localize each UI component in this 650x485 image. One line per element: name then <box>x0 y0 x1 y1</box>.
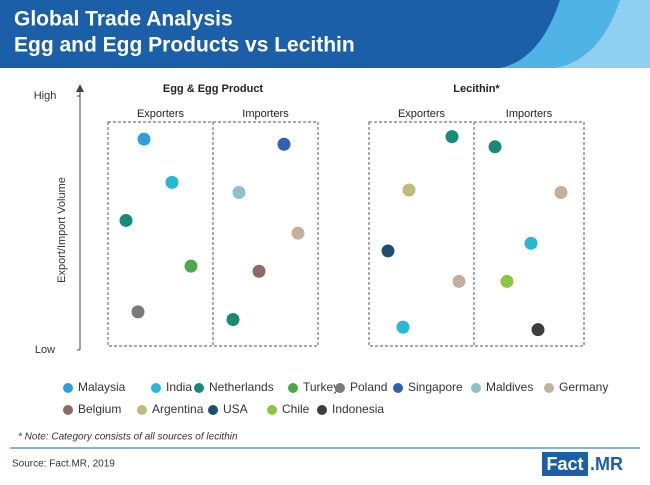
header-shape <box>555 0 650 68</box>
legend-swatch <box>471 383 481 393</box>
panel-box <box>368 121 585 347</box>
logo: Fact <box>546 454 583 474</box>
point <box>184 259 198 273</box>
group-label: Exporters <box>398 108 446 120</box>
point <box>402 183 416 197</box>
legend-label: Indonesia <box>332 402 384 416</box>
point <box>554 186 568 200</box>
logo: .MR <box>590 454 623 474</box>
point <box>226 313 240 327</box>
legend-label: Malaysia <box>78 380 126 394</box>
legend-label: Chile <box>282 402 310 416</box>
legend-swatch <box>267 405 277 415</box>
legend-label: Netherlands <box>209 380 274 394</box>
legend-label: Germany <box>559 380 608 394</box>
point <box>381 244 395 258</box>
header-shape <box>440 0 520 68</box>
legend-swatch <box>63 383 73 393</box>
y-tick-label: High <box>34 90 57 102</box>
group-label: Importers <box>506 108 553 120</box>
logo-box <box>542 452 588 476</box>
point <box>165 175 179 189</box>
point <box>488 140 502 154</box>
legend-swatch <box>63 405 73 415</box>
legend-label: India <box>166 380 192 394</box>
legend-label: Belgium <box>78 402 121 416</box>
point <box>137 132 151 146</box>
legend-label: Poland <box>350 380 387 394</box>
point <box>119 213 133 227</box>
legend-swatch <box>393 383 403 393</box>
point <box>232 186 246 200</box>
legend-swatch <box>544 383 554 393</box>
legend-swatch <box>151 383 161 393</box>
axis-arrow <box>76 84 84 92</box>
panel-title: Lecithin* <box>453 83 500 95</box>
legend-label: USA <box>223 402 248 416</box>
point <box>131 305 145 319</box>
point <box>524 236 538 250</box>
legend-swatch <box>194 383 204 393</box>
legend-label: Argentina <box>152 402 204 416</box>
point <box>531 323 545 337</box>
legend-swatch <box>208 405 218 415</box>
legend-swatch <box>317 405 327 415</box>
point <box>500 274 514 288</box>
point <box>252 264 266 278</box>
y-tick-label: Low <box>35 344 55 356</box>
legend-swatch <box>137 405 147 415</box>
point <box>396 320 410 334</box>
group-label: Importers <box>242 108 289 120</box>
point <box>452 274 466 288</box>
source: Source: Fact.MR, 2019 <box>12 459 115 470</box>
legend-label: Singapore <box>408 380 463 394</box>
title: Global Trade Analysis <box>14 8 233 31</box>
group-label: Exporters <box>137 108 185 120</box>
point <box>445 130 459 144</box>
legend-label: Maldives <box>486 380 533 394</box>
panel-title: Egg & Egg Product <box>163 83 264 95</box>
legend-swatch <box>335 383 345 393</box>
title: Egg and Egg Products vs Lecithin <box>14 34 355 57</box>
point <box>277 137 291 151</box>
y-axis-label: Export/Import Volume <box>56 177 68 283</box>
legend-label: Turkey <box>303 380 339 394</box>
legend-swatch <box>288 383 298 393</box>
note: * Note: Category consists of all sources… <box>18 432 238 443</box>
point <box>291 226 305 240</box>
